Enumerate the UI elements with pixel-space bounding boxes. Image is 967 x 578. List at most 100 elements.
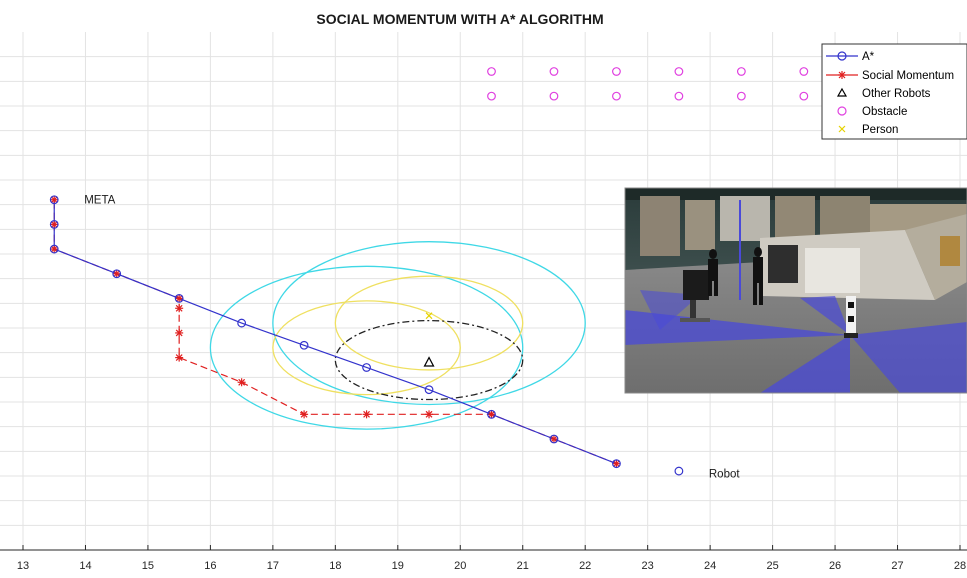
x-tick-label: 23: [642, 560, 654, 572]
x-axis: 13 14 15 16 17 18 19 20 21 22 23 24 25 26 27 28: [0, 545, 967, 572]
x-tick-label: 25: [766, 560, 778, 572]
legend-entry-person: Person: [838, 124, 898, 136]
asterisk-stroke: [300, 410, 308, 418]
markers-layer: [49, 67, 809, 476]
x-tick-label: 22: [579, 560, 591, 572]
asterisk-stroke: [50, 220, 58, 228]
astar-point: [49, 244, 59, 254]
astar-point: [112, 269, 122, 279]
x-tick-label: 14: [79, 560, 91, 572]
legend-entry-other-robots: Other Robots: [836, 87, 931, 100]
obstacle-point: [736, 67, 746, 76]
astar-point: [174, 294, 184, 303]
legend-entry-obstacle: Obstacle: [837, 106, 907, 118]
legend-label-astar: A*: [862, 51, 875, 63]
obstacle-point: [487, 67, 496, 76]
social-momentum-point: [175, 304, 184, 313]
social-momentum-point: [175, 328, 184, 337]
annotation-label: META: [84, 195, 115, 207]
legend-box: [821, 43, 967, 140]
social-momentum-point: [487, 410, 496, 419]
annotation-label: Robot: [709, 469, 740, 481]
asterisk-stroke: [550, 435, 558, 443]
legend: A* Social Momentum Other Robots Obstacle: [821, 43, 967, 140]
astar-point: [424, 385, 434, 395]
x-tick-label: 16: [204, 560, 216, 572]
social-momentum-point: [612, 459, 621, 468]
x-tick-label: 18: [329, 560, 341, 572]
social-momentum-point: [300, 410, 309, 419]
astar-point: [49, 219, 59, 229]
asterisk-stroke: [113, 270, 121, 278]
x-tick-label: 21: [517, 560, 529, 572]
personal-space-ellipse: [272, 241, 586, 406]
obstacle-point: [799, 67, 809, 76]
robot-point: [674, 466, 684, 476]
obstacle-point: [674, 91, 684, 101]
asterisk-stroke: [238, 378, 246, 386]
x-tick-label: 28: [954, 560, 966, 572]
astar-point: [549, 434, 559, 444]
obstacle-point: [549, 67, 559, 76]
obstacle-point: [799, 91, 809, 101]
x-tick-label: 26: [829, 560, 841, 572]
circle-marker-icon: [837, 51, 847, 61]
x-tick-label: 20: [454, 560, 466, 572]
obstacle-point: [487, 91, 496, 101]
obstacle-point: [674, 67, 684, 76]
asterisk-stroke: [50, 196, 58, 204]
astar-point: [362, 363, 371, 372]
legend-entry-astar: A*: [826, 51, 875, 63]
social-momentum-point: [549, 435, 558, 443]
x-marker-icon: [838, 125, 846, 133]
obstacle-point: [612, 67, 621, 76]
astar-point: [299, 340, 309, 350]
simulation-inset-image: [624, 187, 967, 394]
personal-space-ellipse: [272, 300, 461, 396]
legend-label-other-robots: Other Robots: [862, 88, 931, 100]
x-tick-label: 19: [392, 560, 404, 572]
triangle-marker-icon: [836, 87, 848, 97]
x-tick-label: 13: [17, 560, 29, 572]
obstacle-point: [736, 91, 746, 101]
other-robot-point: [423, 356, 435, 367]
social-momentum-point: [175, 353, 184, 362]
asterisk-stroke: [175, 304, 183, 312]
asterisk-stroke: [363, 410, 370, 418]
astar-point: [487, 409, 496, 419]
asterisk-stroke: [50, 245, 58, 253]
obstacle-point: [612, 91, 621, 101]
x-tick-label: 17: [267, 560, 279, 572]
social-momentum-point: [112, 269, 121, 278]
legend-label-social-momentum: Social Momentum: [862, 70, 954, 82]
astar-point: [612, 459, 621, 469]
social-momentum-point: [50, 195, 59, 204]
social-momentum-point: [362, 410, 371, 419]
social-momentum-point: [425, 410, 434, 419]
x-tick-label: 24: [704, 560, 716, 572]
astar-point: [49, 195, 59, 205]
asterisk-stroke: [175, 354, 183, 362]
x-stroke: [425, 312, 433, 320]
legend-label-obstacle: Obstacle: [862, 106, 907, 118]
circle-marker-icon: [837, 106, 847, 116]
asterisk-stroke: [613, 460, 620, 468]
legend-entry-social-momentum: Social Momentum: [826, 70, 954, 82]
x-tick-label: 15: [142, 560, 154, 572]
personal-space-ellipse: [334, 275, 524, 371]
social-momentum-point: [175, 294, 184, 303]
legend-label-person: Person: [862, 124, 898, 136]
x-tick-label: 27: [891, 560, 903, 572]
social-momentum-point: [50, 220, 59, 229]
obstacle-point: [549, 91, 559, 101]
social-momentum-point: [237, 378, 246, 387]
chart-title: SOCIAL MOMENTUM WITH A* ALGORITHM: [316, 11, 603, 27]
personal-space-ellipse: [209, 265, 524, 430]
asterisk-stroke: [175, 329, 183, 337]
asterisk-stroke: [425, 410, 433, 418]
annotations-layer: META Robot: [84, 195, 740, 481]
personal-space-ellipse: [334, 319, 524, 401]
astar-point: [237, 318, 247, 328]
asterisk-marker-icon: [838, 71, 846, 79]
